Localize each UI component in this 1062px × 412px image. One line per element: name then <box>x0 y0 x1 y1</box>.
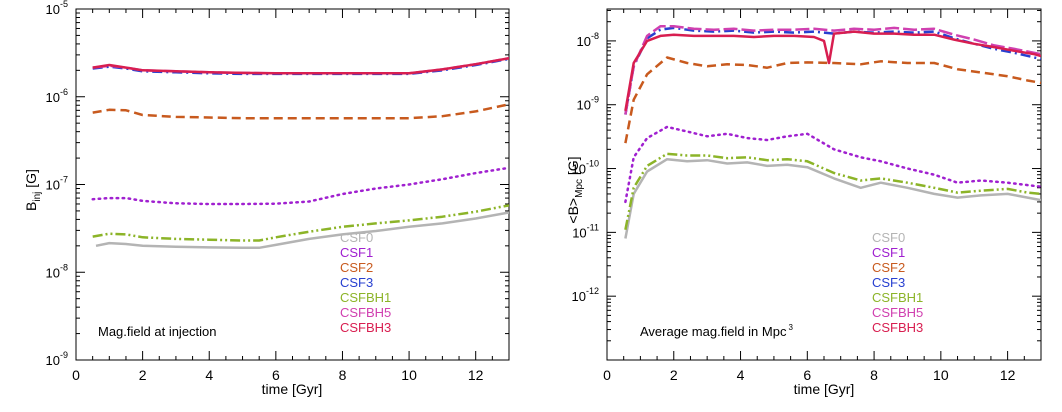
legend-entry-csf3: CSF3 <box>340 275 373 290</box>
y-axis-label: Binj [G] <box>23 169 43 211</box>
x-tick-label: 10 <box>933 367 949 383</box>
series-line-csf1 <box>624 125 1041 204</box>
y-label-unit: [G] <box>23 169 39 188</box>
series-group <box>624 24 1041 239</box>
y-label-main: <B> <box>565 198 581 224</box>
series-line-csf2 <box>624 56 1041 144</box>
series-line-csfbh3 <box>92 56 509 75</box>
series-line-csf0 <box>624 157 1041 239</box>
x-tick-label: 2 <box>139 367 147 383</box>
legend-entry-csfbh5: CSFBH5 <box>872 305 923 320</box>
legend-entry-csfbh3: CSFBH3 <box>872 320 923 335</box>
legend-entry-csf0: CSF0 <box>340 230 373 245</box>
y-tick-labels: 10-9 10-8 10-7 10-6 10-5 <box>46 0 68 368</box>
plot-frame <box>75 8 510 361</box>
y-label-sub: inj <box>32 192 43 202</box>
legend-entry-csfbh1: CSFBH1 <box>872 290 923 305</box>
legend-entry-csf2: CSF2 <box>340 260 373 275</box>
y-tick-labels: 10-12 10-11 10-10 10-9 10-8 <box>572 31 599 304</box>
series-line-csfbh5 <box>624 24 1041 115</box>
x-tick-label: 8 <box>870 367 878 383</box>
annotation: Average mag.field in Mpc 3 <box>640 323 793 339</box>
series-line-csfbh3 <box>624 30 1041 112</box>
x-tick-label: 12 <box>1000 367 1016 383</box>
legend-entry-csfbh5: CSFBH5 <box>340 305 391 320</box>
legend-entry-csfbh1: CSFBH1 <box>340 290 391 305</box>
x-tick-label: 8 <box>339 367 347 383</box>
annotation-text: Average mag.field in Mpc <box>640 324 787 339</box>
y-label-unit: [G] <box>565 156 581 175</box>
series-line-csf1 <box>91 166 509 206</box>
x-tick-label: 0 <box>603 367 611 383</box>
series-line-csfbh1 <box>92 204 509 242</box>
y-label-main: B <box>23 202 39 211</box>
x-tick-label: 2 <box>670 367 678 383</box>
series-line-csf0 <box>95 211 509 250</box>
y-tick-label: 10-10 <box>572 159 599 177</box>
y-tick-label: 10-11 <box>572 222 599 240</box>
x-tick-label: 0 <box>72 367 80 383</box>
y-tick-label: 10-9 <box>46 350 68 368</box>
x-tick-label: 4 <box>737 367 745 383</box>
x-tick-label: 6 <box>272 367 280 383</box>
series-group <box>91 56 509 250</box>
y-axis-label: <B>Mpc [G] <box>565 156 585 223</box>
y-tick-label: 10-8 <box>46 262 68 280</box>
annotation-sup: 3 <box>788 323 793 332</box>
y-label-sub: Mpc <box>574 179 585 198</box>
legend-entry-csf1: CSF1 <box>872 245 905 260</box>
x-tick-label: 4 <box>205 367 213 383</box>
y-tick-label: 10-7 <box>46 175 68 193</box>
y-tick-label: 10-12 <box>572 286 599 304</box>
legend-entry-csf1: CSF1 <box>340 245 373 260</box>
legend-entry-csf2: CSF2 <box>872 260 905 275</box>
y-tick-label: 10-6 <box>46 87 68 105</box>
y-tick-label: 10-9 <box>577 95 599 113</box>
series-line-csfbh1 <box>624 152 1041 230</box>
legend-entry-csfbh3: CSFBH3 <box>340 320 391 335</box>
axis-ticks <box>606 9 1042 361</box>
x-tick-label: 10 <box>401 367 417 383</box>
series-line-csf2 <box>92 103 509 120</box>
legend-entry-csf0: CSF0 <box>872 230 905 245</box>
axis-ticks <box>75 8 510 361</box>
panel-injection: 0 2 4 6 8 10 12 10-910-810-710-610-5 CSF0CSF1C… <box>23 0 510 397</box>
y-tick-label: 10-5 <box>46 0 68 17</box>
x-tick-labels: 0 2 4 6 8 10 12 <box>603 367 1016 383</box>
annotation: Mag.field at injection <box>98 324 217 339</box>
x-tick-label: 6 <box>803 367 811 383</box>
legend-entry-csf3: CSF3 <box>872 275 905 290</box>
x-tick-label: 12 <box>468 367 484 383</box>
x-axis-label: time [Gyr] <box>794 381 855 397</box>
x-tick-labels: 0 2 4 6 8 10 12 <box>72 367 484 383</box>
x-axis-label: time [Gyr] <box>262 381 323 397</box>
y-tick-label: 10-8 <box>577 31 599 49</box>
